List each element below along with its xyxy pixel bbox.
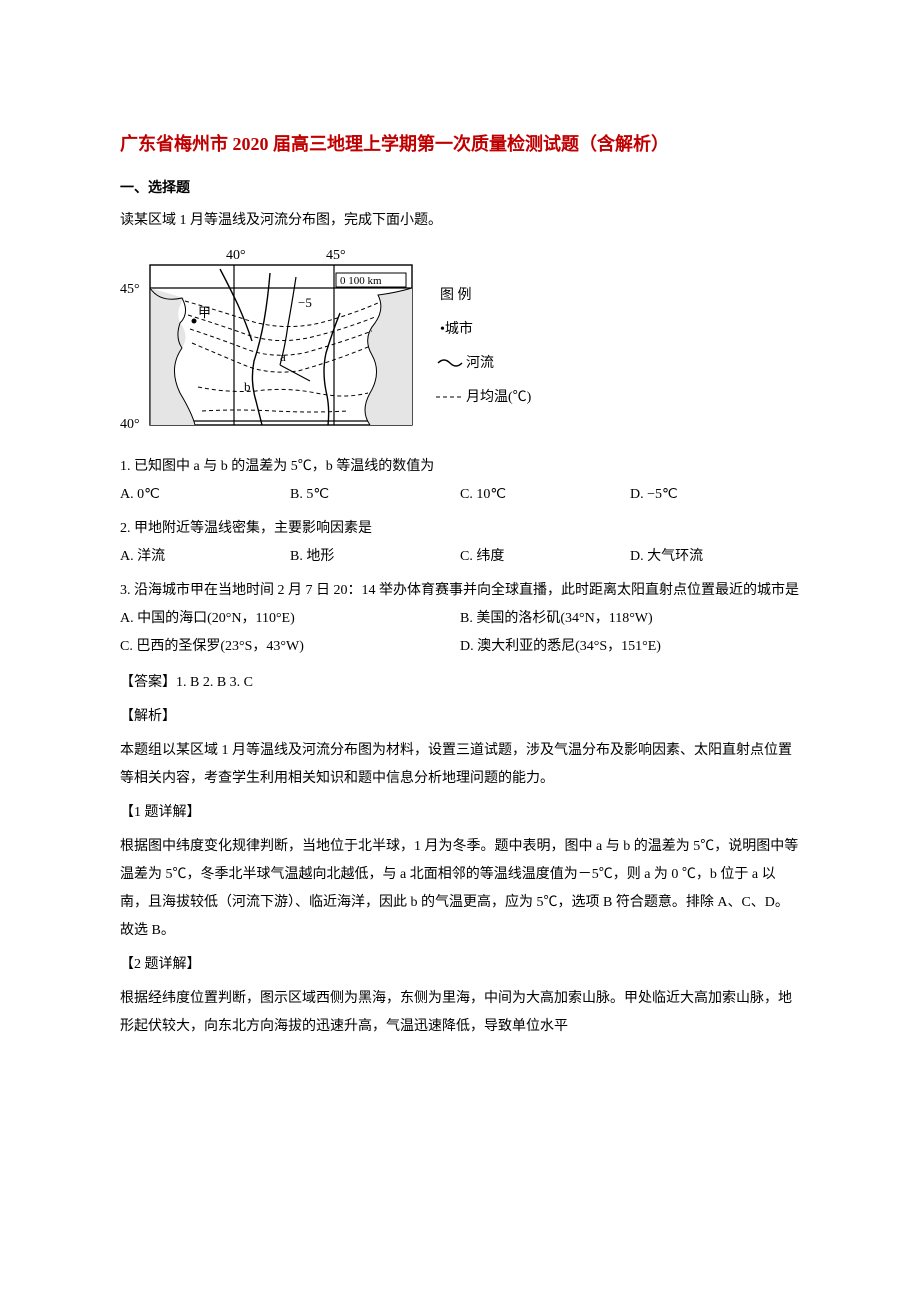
- q1-choice-c: C. 10℃: [460, 481, 630, 509]
- answer-line: 【答案】1. B 2. B 3. C: [120, 669, 800, 697]
- lon-45-label: 45°: [326, 248, 346, 263]
- legend-city: •城市: [440, 320, 473, 337]
- legend: 图 例 •城市 河流 月均温(℃): [436, 287, 532, 405]
- legend-river-icon: [438, 360, 462, 366]
- exam-title: 广东省梅州市 2020 届高三地理上学期第一次质量检测试题（含解析）: [120, 130, 800, 159]
- q1-choice-b: B. 5℃: [290, 481, 460, 509]
- lat-40-label: 40°: [120, 417, 140, 432]
- city-jia-label: 甲: [198, 305, 211, 320]
- exp2-text: 根据经纬度位置判断，图示区域西侧为黑海，东侧为里海，中间为大高加索山脉。甲处临近…: [120, 985, 800, 1041]
- lon-40-label: 40°: [226, 248, 246, 263]
- q3-stem: 3. 沿海城市甲在当地时间 2 月 7 日 20：14 举办体育赛事并向全球直播…: [120, 577, 800, 605]
- q1-choices: A. 0℃ B. 5℃ C. 10℃ D. −5℃: [120, 481, 800, 509]
- q1-choice-d: D. −5℃: [630, 481, 800, 509]
- section-choice-title: 一、选择题: [120, 173, 800, 201]
- exp2-head: 【2 题详解】: [120, 951, 800, 979]
- q1-stem: 1. 已知图中 a 与 b 的温差为 5℃，b 等温线的数值为: [120, 453, 800, 481]
- intro-paragraph: 读某区域 1 月等温线及河流分布图，完成下面小题。: [120, 207, 800, 235]
- page: 广东省梅州市 2020 届高三地理上学期第一次质量检测试题（含解析） 一、选择题…: [0, 0, 920, 1302]
- iso-minus5-label: −5: [298, 295, 312, 310]
- q3-choice-d: D. 澳大利亚的悉尼(34°S，151°E): [460, 633, 800, 661]
- q1-choice-a: A. 0℃: [120, 481, 290, 509]
- q3-choice-b: B. 美国的洛杉矶(34°N，118°W): [460, 605, 800, 633]
- legend-title: 图 例: [440, 287, 472, 303]
- exp1-head: 【1 题详解】: [120, 799, 800, 827]
- map-svg: 40° 45° 45° 40° 0 100 km: [120, 243, 580, 443]
- legend-temp-row: 月均温(℃): [436, 389, 532, 405]
- legend-river-row: 河流: [438, 355, 494, 371]
- q2-choice-a: A. 洋流: [120, 543, 290, 571]
- q3-choices: A. 中国的海口(20°N，110°E) B. 美国的洛杉矶(34°N，118°…: [120, 605, 800, 661]
- city-dot: [192, 318, 197, 323]
- explain-intro: 本题组以某区域 1 月等温线及河流分布图为材料，设置三道试题，涉及气温分布及影响…: [120, 737, 800, 793]
- q3-choice-c: C. 巴西的圣保罗(23°S，43°W): [120, 633, 460, 661]
- lat-45-label: 45°: [120, 282, 140, 297]
- explain-head: 【解析】: [120, 703, 800, 731]
- q2-choice-c: C. 纬度: [460, 543, 630, 571]
- scale-text: 0 100 km: [340, 275, 382, 287]
- legend-temp-label: 月均温(℃): [466, 389, 532, 405]
- q2-stem: 2. 甲地附近等温线密集，主要影响因素是: [120, 515, 800, 543]
- label-b: b: [244, 379, 251, 394]
- scale-bar: 0 100 km: [336, 273, 406, 287]
- exp1-text: 根据图中纬度变化规律判断，当地位于北半球，1 月为冬季。题中表明，图中 a 与 …: [120, 833, 800, 945]
- q2-choice-d: D. 大气环流: [630, 543, 800, 571]
- q2-choices: A. 洋流 B. 地形 C. 纬度 D. 大气环流: [120, 543, 800, 571]
- q3-choice-a: A. 中国的海口(20°N，110°E): [120, 605, 460, 633]
- legend-river-label: 河流: [466, 355, 494, 371]
- label-a: a: [280, 349, 286, 364]
- map-figure: 40° 45° 45° 40° 0 100 km: [120, 243, 800, 443]
- q2-choice-b: B. 地形: [290, 543, 460, 571]
